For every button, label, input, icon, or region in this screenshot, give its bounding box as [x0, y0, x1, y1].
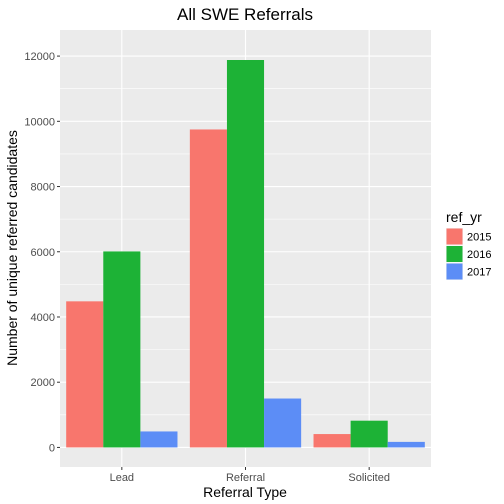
bar	[351, 421, 388, 448]
legend-label: 2015	[467, 232, 491, 244]
x-axis-ticks: Lead Referral Solicited	[110, 467, 390, 484]
bar	[140, 431, 177, 447]
x-tick-label: Lead	[110, 472, 134, 484]
bar	[190, 129, 227, 447]
bar	[66, 301, 103, 447]
y-axis-ticks: 0 2000 4000 6000 8000 10000 12000	[24, 51, 60, 454]
legend-label: 2016	[467, 249, 491, 261]
y-tick-label: 4000	[31, 312, 55, 324]
x-tick-label: Solicited	[348, 472, 390, 484]
bar	[388, 442, 425, 448]
y-tick-label: 0	[49, 442, 55, 454]
bar	[227, 60, 264, 447]
legend-key	[447, 246, 463, 262]
bar	[103, 251, 140, 447]
y-tick-label: 12000	[24, 51, 55, 63]
legend-label: 2017	[467, 267, 491, 279]
legend-key	[447, 229, 463, 245]
legend-title: ref_yr	[446, 209, 482, 225]
legend: ref_yr 2015 2016 2017	[446, 209, 491, 280]
x-tick-label: Referral	[226, 472, 265, 484]
y-tick-label: 8000	[31, 182, 55, 194]
y-axis-title: Number of unique referred candidates	[4, 130, 20, 366]
bar	[314, 434, 351, 447]
chart-title: All SWE Referrals	[177, 5, 313, 24]
bar	[264, 399, 301, 448]
y-tick-label: 10000	[24, 116, 55, 128]
y-tick-label: 2000	[31, 377, 55, 389]
x-axis-title: Referral Type	[203, 484, 287, 500]
y-tick-label: 6000	[31, 247, 55, 259]
legend-key	[447, 264, 463, 280]
